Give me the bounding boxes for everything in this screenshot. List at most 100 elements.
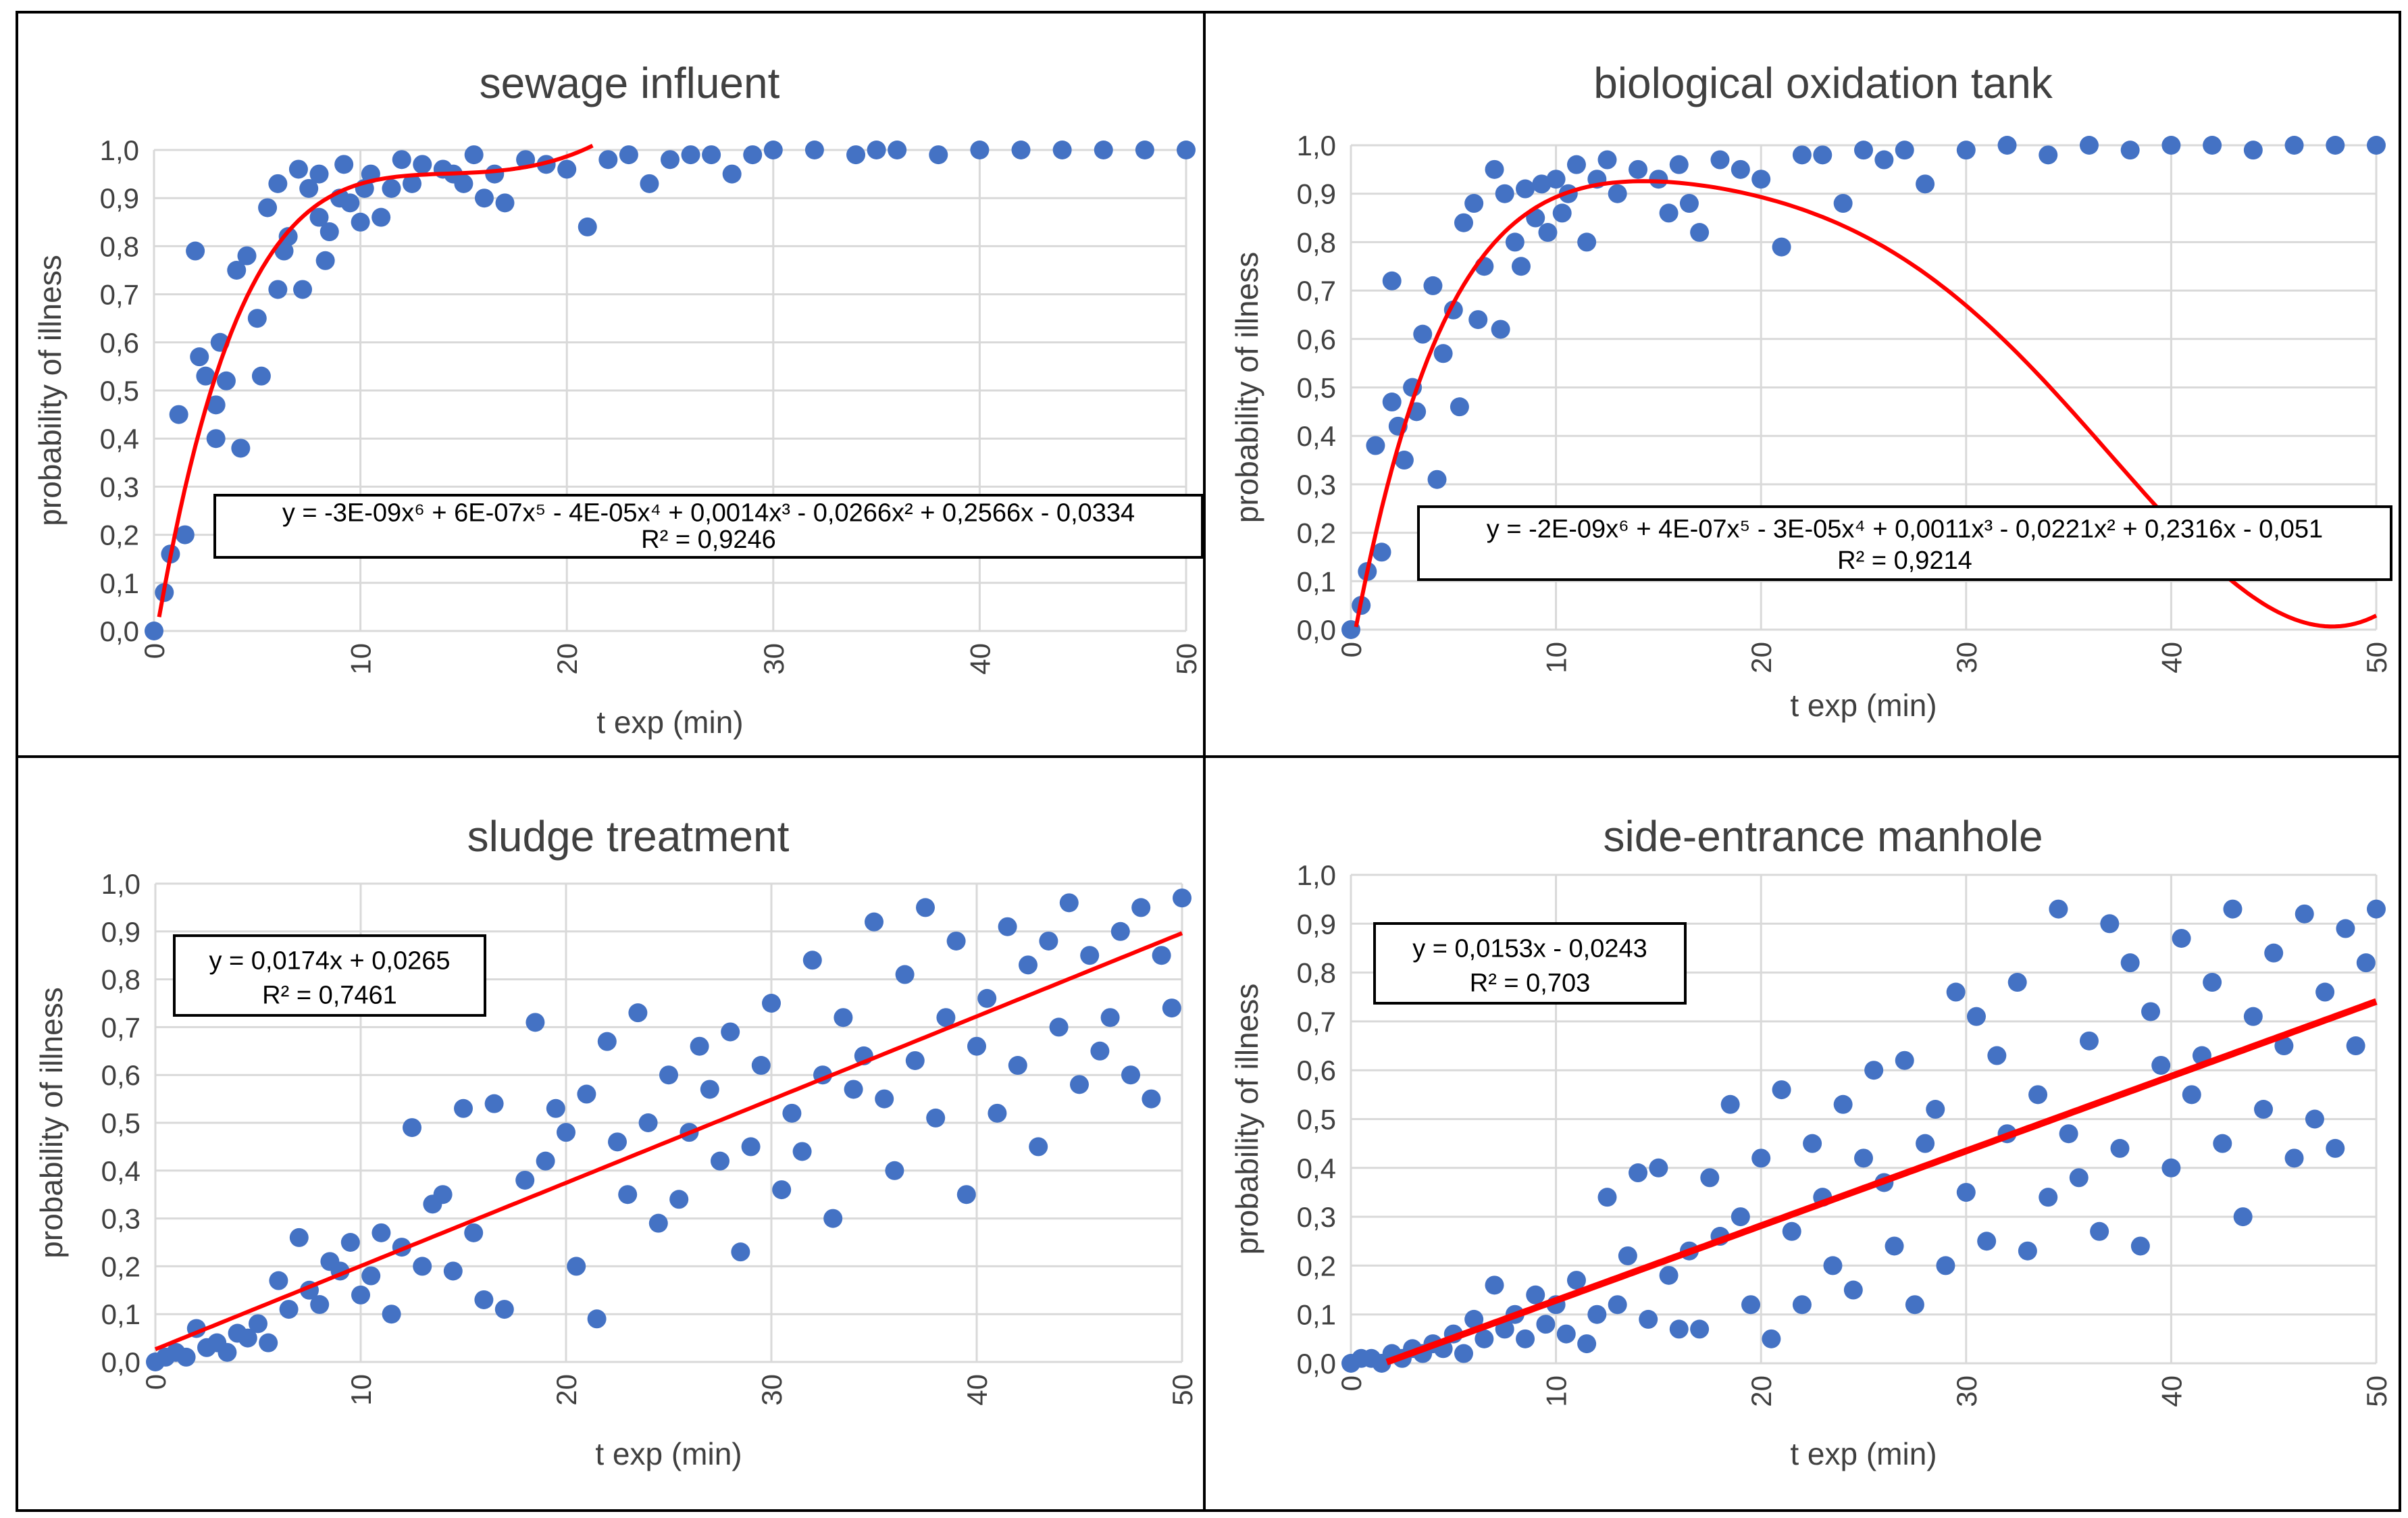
chart-3-data-point — [1751, 1148, 1771, 1168]
chart-1-data-point — [1450, 397, 1469, 417]
chart-2-data-point — [536, 1151, 555, 1171]
chart-2-trendline-equation: y = 0,0174x + 0,0265 — [209, 947, 450, 976]
chart-3-data-point — [2336, 919, 2355, 938]
chart-3-data-point — [1741, 1295, 1761, 1315]
chart-1-data-point — [1382, 271, 1402, 290]
chart-2-data-point — [638, 1113, 658, 1132]
chart-2-data-point — [1100, 1008, 1120, 1028]
chart-3-y-axis-label: probability of illness — [1229, 984, 1264, 1255]
chart-2-data-point — [875, 1089, 894, 1109]
chart-1-data-point — [2161, 136, 2181, 155]
chart-0-data-point — [382, 178, 401, 198]
figure-border — [16, 11, 2401, 1512]
chart-2-y-tick-label: 0,3 — [101, 1203, 140, 1235]
chart-2-data-point — [176, 1347, 196, 1367]
chart-2-data-point — [1090, 1041, 1110, 1061]
chart-3-data-point — [2059, 1124, 2078, 1144]
chart-0-title: sewage influent — [480, 59, 780, 107]
chart-0-data-point — [231, 438, 251, 458]
chart-1-data-point — [1597, 150, 1617, 170]
chart-1-data-point — [2326, 136, 2345, 155]
chart-2-y-tick-label: 1,0 — [101, 868, 140, 900]
chart-3-data-point — [1608, 1295, 1627, 1315]
chart-3-data-point — [1987, 1046, 2007, 1065]
chart-3-data-point — [2039, 1188, 2058, 1207]
chart-2-data-point — [988, 1103, 1007, 1123]
chart-3-data-point — [2028, 1085, 2048, 1105]
chart-1-data-point — [1669, 155, 1689, 174]
chart-2-data-point — [361, 1266, 381, 1286]
chart-3-data-point — [1864, 1061, 1884, 1080]
chart-1-y-tick-label: 1,0 — [1297, 130, 1336, 161]
chart-1-data-point — [1710, 150, 1730, 170]
chart-2-data-point — [443, 1261, 463, 1281]
chart-0-x-tick-label: 10 — [345, 643, 377, 675]
chart-0-data-point — [299, 178, 319, 198]
chart-1-y-axis-label: probability of illness — [1229, 252, 1264, 523]
chart-3-data-point — [1516, 1329, 1535, 1348]
chart-3-data-point — [1833, 1094, 1853, 1114]
chart-0-data-point — [206, 395, 226, 415]
chart-3-data-point — [1690, 1319, 1710, 1339]
chart-3-trendline-equation: y = 0,0153x - 0,0243 — [1412, 935, 1647, 963]
chart-2-y-tick-label: 0,1 — [101, 1298, 140, 1330]
chart-0-y-tick-label: 0,3 — [100, 471, 139, 503]
chart-2-y-tick-label: 0,4 — [101, 1155, 140, 1187]
chart-2-data-point — [905, 1051, 925, 1070]
chart-2-x-tick-label: 20 — [550, 1374, 582, 1406]
chart-3-data-point — [1823, 1256, 1843, 1275]
chart-2-data-point — [372, 1223, 391, 1242]
chart-3-data-point — [1597, 1188, 1617, 1207]
chart-1-data-point — [1895, 141, 1914, 160]
chart-2-data-point — [834, 1008, 853, 1028]
chart-3-data-point — [1475, 1329, 1494, 1348]
chart-2-data-point — [1162, 998, 1181, 1018]
chart-2-data-point — [648, 1213, 668, 1233]
chart-2-data-point — [577, 1084, 596, 1104]
chart-1-data-point — [1997, 136, 2017, 155]
chart-1-data-point — [1649, 170, 1668, 189]
chart-2-data-point — [464, 1223, 484, 1242]
chart-3-data-point — [1700, 1168, 1720, 1188]
chart-0-data-point — [288, 159, 308, 179]
chart-2-data-point — [1008, 1056, 1027, 1076]
chart-3-y-tick-label: 0,9 — [1297, 908, 1336, 940]
chart-2-y-axis-label: probability of illness — [34, 987, 69, 1258]
chart-3-data-point — [2151, 1055, 2171, 1075]
chart-2-data-point — [946, 931, 966, 951]
chart-1-data-point — [1792, 145, 1812, 165]
chart-0-data-point — [804, 141, 824, 159]
chart-3-data-point — [2007, 973, 2027, 992]
chart-1-y-tick-label: 0,9 — [1297, 178, 1336, 210]
chart-2-y-tick-label: 0,7 — [101, 1011, 140, 1043]
chart-3-y-tick-label: 0,6 — [1297, 1055, 1336, 1086]
chart-3-data-point — [1526, 1285, 1545, 1305]
chart-3-data-point — [1966, 1007, 1986, 1026]
chart-3-data-point — [2161, 1158, 2181, 1178]
chart-2-data-point — [249, 1314, 267, 1334]
chart-1-title: biological oxidation tank — [1593, 59, 2053, 107]
chart-3-data-point — [1926, 1100, 1945, 1119]
chart-1-data-point — [1372, 542, 1391, 562]
chart-0-x-axis-label: t exp (min) — [596, 705, 743, 740]
chart-2-data-point — [1039, 931, 1058, 951]
chart-2-data-point — [433, 1185, 453, 1205]
chart-3-y-tick-label: 0,8 — [1297, 957, 1336, 989]
chart-1-data-point — [1495, 184, 1514, 203]
chart-1-data-point — [1916, 174, 1935, 194]
chart-0-data-point — [661, 150, 680, 170]
chart-0-data-point — [251, 366, 271, 386]
chart-0-data-point — [268, 174, 288, 193]
chart-3-data-point — [2274, 1036, 2294, 1056]
chart-0-data-point — [495, 193, 515, 213]
chart-1-data-point — [1454, 213, 1473, 232]
chart-2-data-point — [792, 1142, 812, 1161]
chart-1-x-tick-label: 10 — [1541, 642, 1572, 674]
chart-1-data-point — [1690, 223, 1710, 243]
chart-1-data-point — [1516, 179, 1535, 199]
chart-0-y-tick-label: 0,7 — [100, 279, 139, 311]
chart-1-data-point — [2079, 136, 2099, 155]
chart-3-data-point — [1629, 1163, 1648, 1183]
chart-0-data-point — [196, 366, 215, 386]
chart-3-data-point — [1731, 1207, 1750, 1227]
